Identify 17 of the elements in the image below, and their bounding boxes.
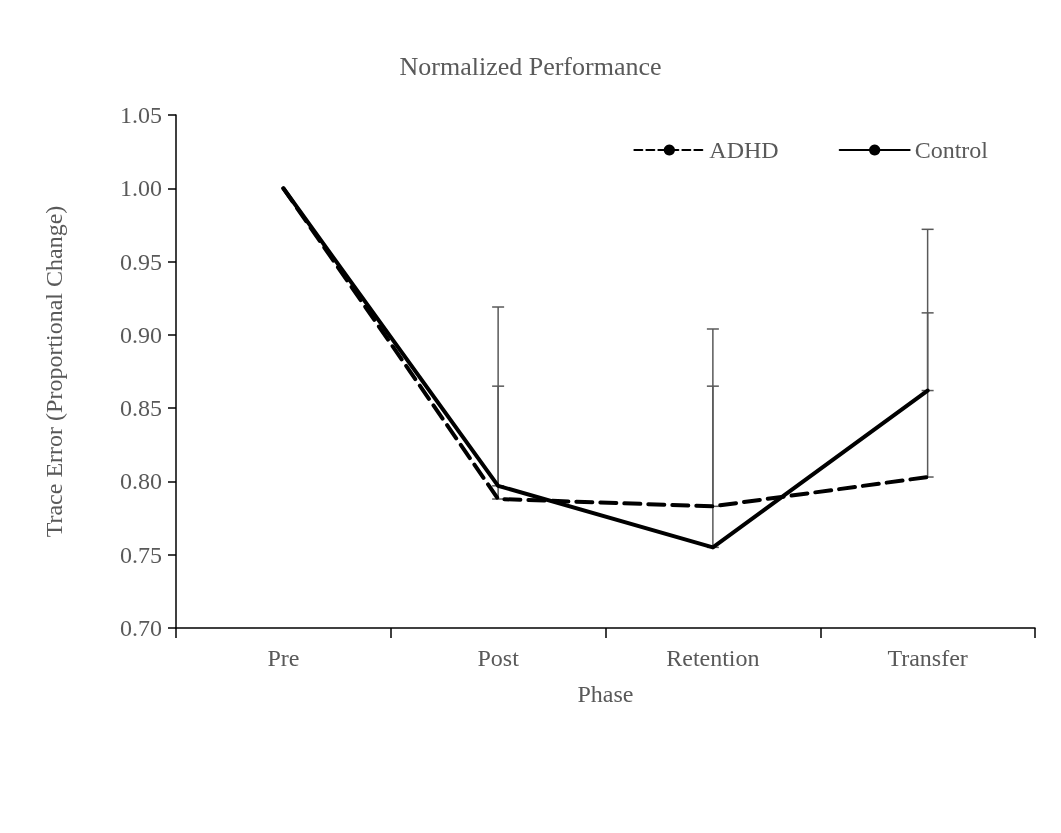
y-tick-label: 0.95 [120,248,162,275]
x-tick-label: Transfer [887,645,968,671]
y-axis-title: Trace Error (Proportional Change) [41,205,67,538]
y-tick-label: 0.80 [120,468,162,495]
legend-label: Control [914,137,989,163]
y-tick-label: 0.70 [120,615,162,641]
x-axis-title: Phase [577,681,634,707]
x-tick-label: Pre [267,645,300,671]
legend-label: ADHD [709,137,779,163]
y-tick-label: 0.85 [120,395,162,422]
y-tick-label: 1.00 [120,175,162,202]
x-tick-label: Retention [666,645,760,671]
y-tick-label: 0.75 [120,541,162,568]
x-tick-label: Post [477,645,520,671]
y-tick-label: 1.05 [120,102,162,128]
chart-title: Normalized Performance [399,51,662,81]
y-tick-label: 0.90 [120,321,162,348]
